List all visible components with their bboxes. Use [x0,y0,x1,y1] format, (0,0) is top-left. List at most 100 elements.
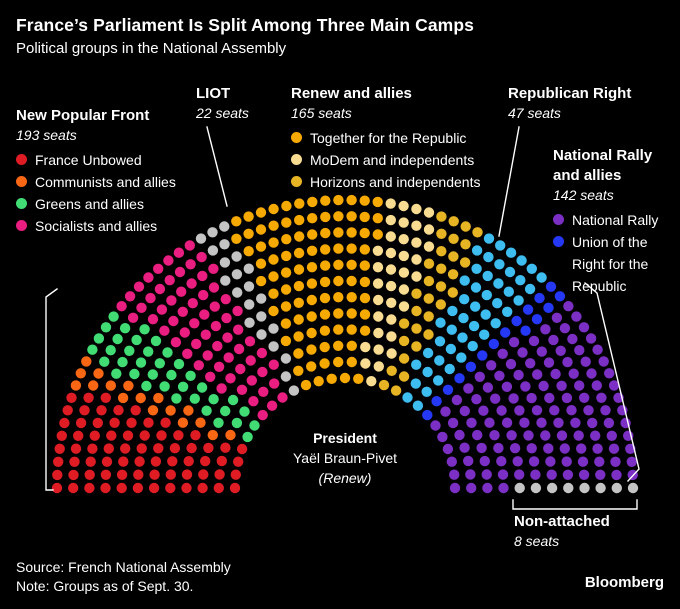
seat-dot [385,214,396,226]
legend-swatch-modem [291,154,302,165]
seat-dot [203,442,214,454]
seat-dot [130,405,141,416]
seat-dot [436,246,447,257]
seat-dot [378,379,390,391]
seat-dot [333,340,344,351]
seat-dot [495,240,506,251]
seat-dot [359,309,371,320]
seat-dot [448,233,459,244]
seat-dot [516,255,527,266]
seat-dot [219,239,230,250]
seat-dot [87,443,98,454]
seat-dot [69,456,80,467]
seat-dot [70,380,82,391]
seat-dot [256,347,268,359]
seat-dot [281,250,292,262]
seat-dot [534,292,545,304]
seat-dot [293,247,305,259]
seat-dot [422,366,433,378]
legend-item: Union of the Right for the Republic [553,231,675,297]
seat-dot [515,275,526,286]
seat-dot [536,346,547,357]
seat-dot [520,325,531,336]
seat-dot [449,469,460,480]
seat-dot [459,442,470,453]
seat-dot [109,417,120,428]
seat-dot [423,311,434,322]
seat-dot [268,323,279,334]
seats-group [51,194,639,494]
seat-dot [193,360,204,371]
seat-dot [385,264,397,275]
seat-dot [153,263,164,274]
seat-dot [293,280,305,292]
seat-dot [531,314,543,325]
seat-dot [398,318,410,329]
seat-dot [52,469,63,481]
group-seat-count: 47 seats [508,105,561,121]
seat-dot [220,275,231,286]
seat-dot [559,323,571,334]
seat-dot [359,325,371,336]
seat-dot [195,233,207,244]
seat-dot [562,356,573,368]
legend-swatch-together [291,132,302,143]
seat-dot [458,312,469,324]
seat-dot [482,382,494,393]
seat-dot [126,417,137,428]
seat-dot [435,317,446,328]
seat-dot [219,257,231,268]
seat-dot [554,291,566,302]
seat-dot [494,259,505,270]
seat-dot [604,368,615,379]
seat-dot [454,373,465,384]
seat-dot [545,281,557,292]
seat-dot [246,375,257,386]
seat-dot [445,343,457,355]
seat-dot [257,409,268,421]
seat-dot [411,271,422,282]
seat-dot [514,482,525,494]
seat-dot [100,469,112,480]
seat-dot [346,227,357,238]
seat-dot [333,324,344,335]
seat-dot [294,214,305,226]
seat-dot [306,245,318,256]
seat-dot [482,270,493,282]
seat-dot [306,311,317,322]
seat-dot [444,363,455,375]
seat-dot [280,371,292,382]
seat-dot [300,379,312,391]
seat-dot [398,200,409,212]
legend-renew: Renew and allies 165 seats Together for … [291,84,506,193]
seat-dot [307,229,318,240]
seat-dot [184,240,195,251]
seat-dot [559,443,570,454]
seat-dot [73,430,84,441]
seat-dot [181,482,192,494]
seat-dot [548,334,559,346]
seat-dot [346,324,357,335]
seat-dot [463,455,474,467]
seat-dot [207,429,218,441]
seat-dot [411,254,422,265]
seat-dot [51,482,63,494]
seat-dot [398,217,409,228]
seat-dot [248,396,259,407]
seat-dot [398,284,410,295]
seat-dot [306,327,317,339]
seat-dot [255,258,267,269]
seat-dot [201,405,212,416]
legend-item-label: Communists and allies [35,174,176,190]
seat-dot [457,332,468,343]
seat-dot [268,288,279,299]
seat-dot [496,456,507,467]
seat-dot [177,381,189,392]
seat-dot [594,456,605,467]
seat-dot [546,482,558,494]
seat-dot [183,456,194,467]
seat-dot [346,340,357,351]
seat-dot [117,392,129,404]
seat-dot [105,345,116,356]
seat-dot [255,207,267,218]
